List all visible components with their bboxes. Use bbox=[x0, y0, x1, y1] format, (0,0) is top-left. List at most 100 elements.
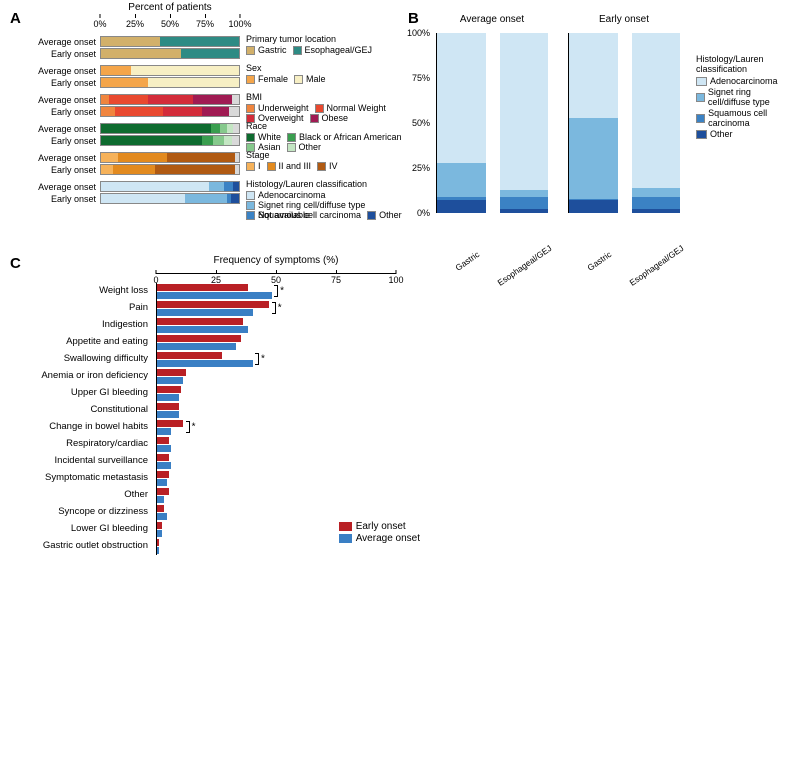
stacked-bar bbox=[100, 36, 240, 47]
legend-label: Average onset bbox=[356, 533, 420, 544]
legend-label: Signet ring cell/diffuse type bbox=[708, 87, 790, 107]
block-legend-title: Stage bbox=[246, 150, 416, 160]
xlabel: Gastric bbox=[577, 243, 622, 279]
bar-segment bbox=[101, 49, 181, 58]
bar-segment-na bbox=[235, 153, 239, 162]
panel-a-block: Average onsetEarly onsetRaceWhiteBlack o… bbox=[30, 123, 400, 146]
bar-avg bbox=[157, 547, 159, 554]
legend-label: I bbox=[258, 161, 261, 171]
facet-title: Early onset bbox=[564, 14, 684, 25]
bar-avg bbox=[157, 394, 179, 401]
bar-avg bbox=[157, 377, 183, 384]
symptom-row: Pain * bbox=[28, 300, 490, 317]
bar-segment bbox=[115, 107, 163, 116]
bar-segment-na bbox=[232, 136, 239, 145]
bar-avg bbox=[157, 513, 167, 520]
bar-segment bbox=[233, 182, 239, 191]
symptom-label: Lower GI bleeding bbox=[28, 523, 152, 534]
legend-swatch bbox=[696, 93, 705, 102]
legend-label: Early onset bbox=[356, 521, 406, 532]
symptom-bars bbox=[156, 436, 396, 453]
bar-avg bbox=[157, 343, 236, 350]
legend-swatch bbox=[317, 162, 326, 171]
symptom-bars bbox=[156, 317, 396, 334]
symptom-row: Symptomatic metastasis bbox=[28, 470, 490, 487]
bar-early bbox=[157, 301, 269, 308]
bar-early bbox=[157, 335, 241, 342]
panel-c-xaxis: Frequency of symptoms (%) 0255075100 bbox=[156, 259, 396, 283]
stacked-bar bbox=[100, 106, 240, 117]
block-legend-title: Race bbox=[246, 121, 416, 131]
legend-item: Male bbox=[294, 74, 326, 84]
bar-segment bbox=[181, 49, 239, 58]
col-segment bbox=[569, 200, 618, 213]
legend-item: Gastric bbox=[246, 45, 287, 55]
panel-a-xaxis: Percent of patients 0%25%50%75%100% bbox=[100, 14, 240, 36]
col-segment bbox=[632, 188, 681, 197]
bar-early bbox=[157, 318, 243, 325]
facet: Average onset0%25%50%75%100%GastricEsoph… bbox=[432, 14, 552, 229]
xaxis-tick: 75% bbox=[196, 14, 214, 29]
legend-swatch bbox=[287, 133, 296, 142]
legend-label: Adenocarcinoma bbox=[258, 190, 326, 200]
legend-item: Signet ring cell/diffuse type bbox=[696, 87, 790, 107]
legend-item: Early onset bbox=[339, 521, 420, 532]
significance-marker: * bbox=[255, 353, 265, 365]
legend-item: Signet ring cell/diffuse type bbox=[246, 200, 365, 210]
bar-segment bbox=[101, 107, 115, 116]
col-segment bbox=[569, 33, 618, 118]
legend-item: Esophageal/GEJ bbox=[293, 45, 373, 55]
symptom-label: Pain bbox=[28, 302, 152, 313]
symptom-bars bbox=[156, 402, 396, 419]
bar-segment bbox=[148, 95, 194, 104]
bar-avg bbox=[157, 292, 272, 299]
symptom-label: Weight loss bbox=[28, 285, 152, 296]
symptom-bars bbox=[156, 385, 396, 402]
block-legend: RaceWhiteBlack or African AmericanAsianO… bbox=[246, 121, 416, 152]
symptom-bars: * bbox=[156, 351, 396, 368]
legend-label: IV bbox=[329, 161, 338, 171]
stacked-bar bbox=[100, 65, 240, 76]
symptom-label: Syncope or dizziness bbox=[28, 506, 152, 517]
row-label: Early onset bbox=[30, 78, 100, 88]
legend-label: Other bbox=[710, 129, 733, 139]
block-legend-title: BMI bbox=[246, 92, 416, 102]
panel-c: C Frequency of symptoms (%) 0255075100 W… bbox=[10, 255, 490, 555]
col-segment bbox=[500, 33, 549, 190]
legend-item: I bbox=[246, 161, 261, 171]
stacked-bar bbox=[100, 181, 240, 192]
stacked-bar bbox=[100, 152, 240, 163]
symptom-label: Gastric outlet obstruction bbox=[28, 540, 152, 551]
bar-segment bbox=[213, 136, 224, 145]
col-segment bbox=[632, 197, 681, 210]
symptom-label: Swallowing difficulty bbox=[28, 353, 152, 364]
bar-segment bbox=[227, 124, 234, 133]
symptom-label: Upper GI bleeding bbox=[28, 387, 152, 398]
legend-item: Other bbox=[367, 210, 402, 220]
row-label: Early onset bbox=[30, 165, 100, 175]
bar-segment bbox=[193, 95, 232, 104]
panel-a-block: Average onsetEarly onsetStageIII and III… bbox=[30, 152, 400, 175]
symptom-row: Upper GI bleeding bbox=[28, 385, 490, 402]
legend-item: Adenocarcinoma bbox=[696, 76, 790, 86]
legend-item: Adenocarcinoma bbox=[246, 190, 326, 200]
significance-marker: * bbox=[272, 302, 282, 314]
stacked-bar bbox=[100, 77, 240, 88]
legend-swatch bbox=[367, 211, 376, 220]
panel-a-block: Average onsetEarly onsetPrimary tumor lo… bbox=[30, 36, 400, 59]
col-segment bbox=[500, 197, 549, 210]
stacked-col bbox=[632, 33, 681, 213]
row-label: Average onset bbox=[30, 124, 100, 134]
legend-swatch bbox=[339, 522, 352, 531]
bar-segment bbox=[160, 37, 239, 46]
row-label: Average onset bbox=[30, 153, 100, 163]
bar-early bbox=[157, 539, 159, 546]
legend-label: Gastric bbox=[258, 45, 287, 55]
symptom-row: Syncope or dizziness bbox=[28, 504, 490, 521]
xaxis-tick: 50% bbox=[161, 14, 179, 29]
stacked-col bbox=[569, 33, 618, 213]
legend-item: Black or African American bbox=[287, 132, 402, 142]
block-legend-title: Sex bbox=[246, 63, 416, 73]
symptom-label: Indigestion bbox=[28, 319, 152, 330]
legend-label: Normal Weight bbox=[327, 103, 386, 113]
